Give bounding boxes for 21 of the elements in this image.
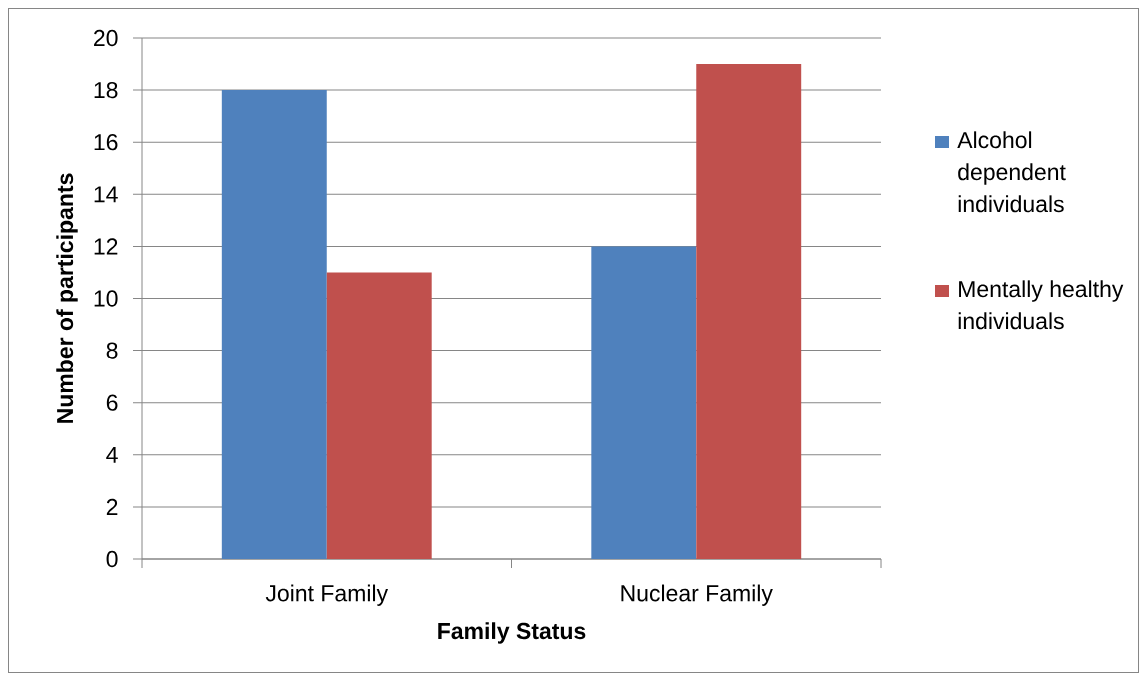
y-tick-label: 2 [106, 498, 118, 515]
y-tick-label: 16 [94, 134, 118, 151]
y-tick-label: 8 [106, 342, 118, 359]
legend-label: Mentally healthy individuals [958, 280, 1124, 330]
bar [591, 246, 697, 559]
legend-label: Alcohol dependent individuals [957, 131, 1066, 213]
y-tick-label: 10 [94, 290, 118, 307]
x-tick-label: Nuclear Family [621, 584, 773, 606]
y-axis-title: Number of participants [56, 173, 78, 423]
y-tick-label: 20 [94, 29, 118, 47]
y-tick-label: 4 [106, 446, 118, 463]
y-tick-label: 14 [94, 186, 118, 203]
y-tick-label: 18 [94, 81, 118, 99]
x-axis-title: Family Status [438, 622, 586, 644]
y-tick-label: 0 [106, 550, 118, 568]
bar [696, 64, 802, 559]
bar [326, 272, 432, 559]
y-tick-label: 6 [106, 394, 118, 411]
bar [221, 90, 327, 559]
x-tick-label: Joint Family [265, 584, 389, 606]
y-tick-label: 12 [94, 238, 118, 255]
